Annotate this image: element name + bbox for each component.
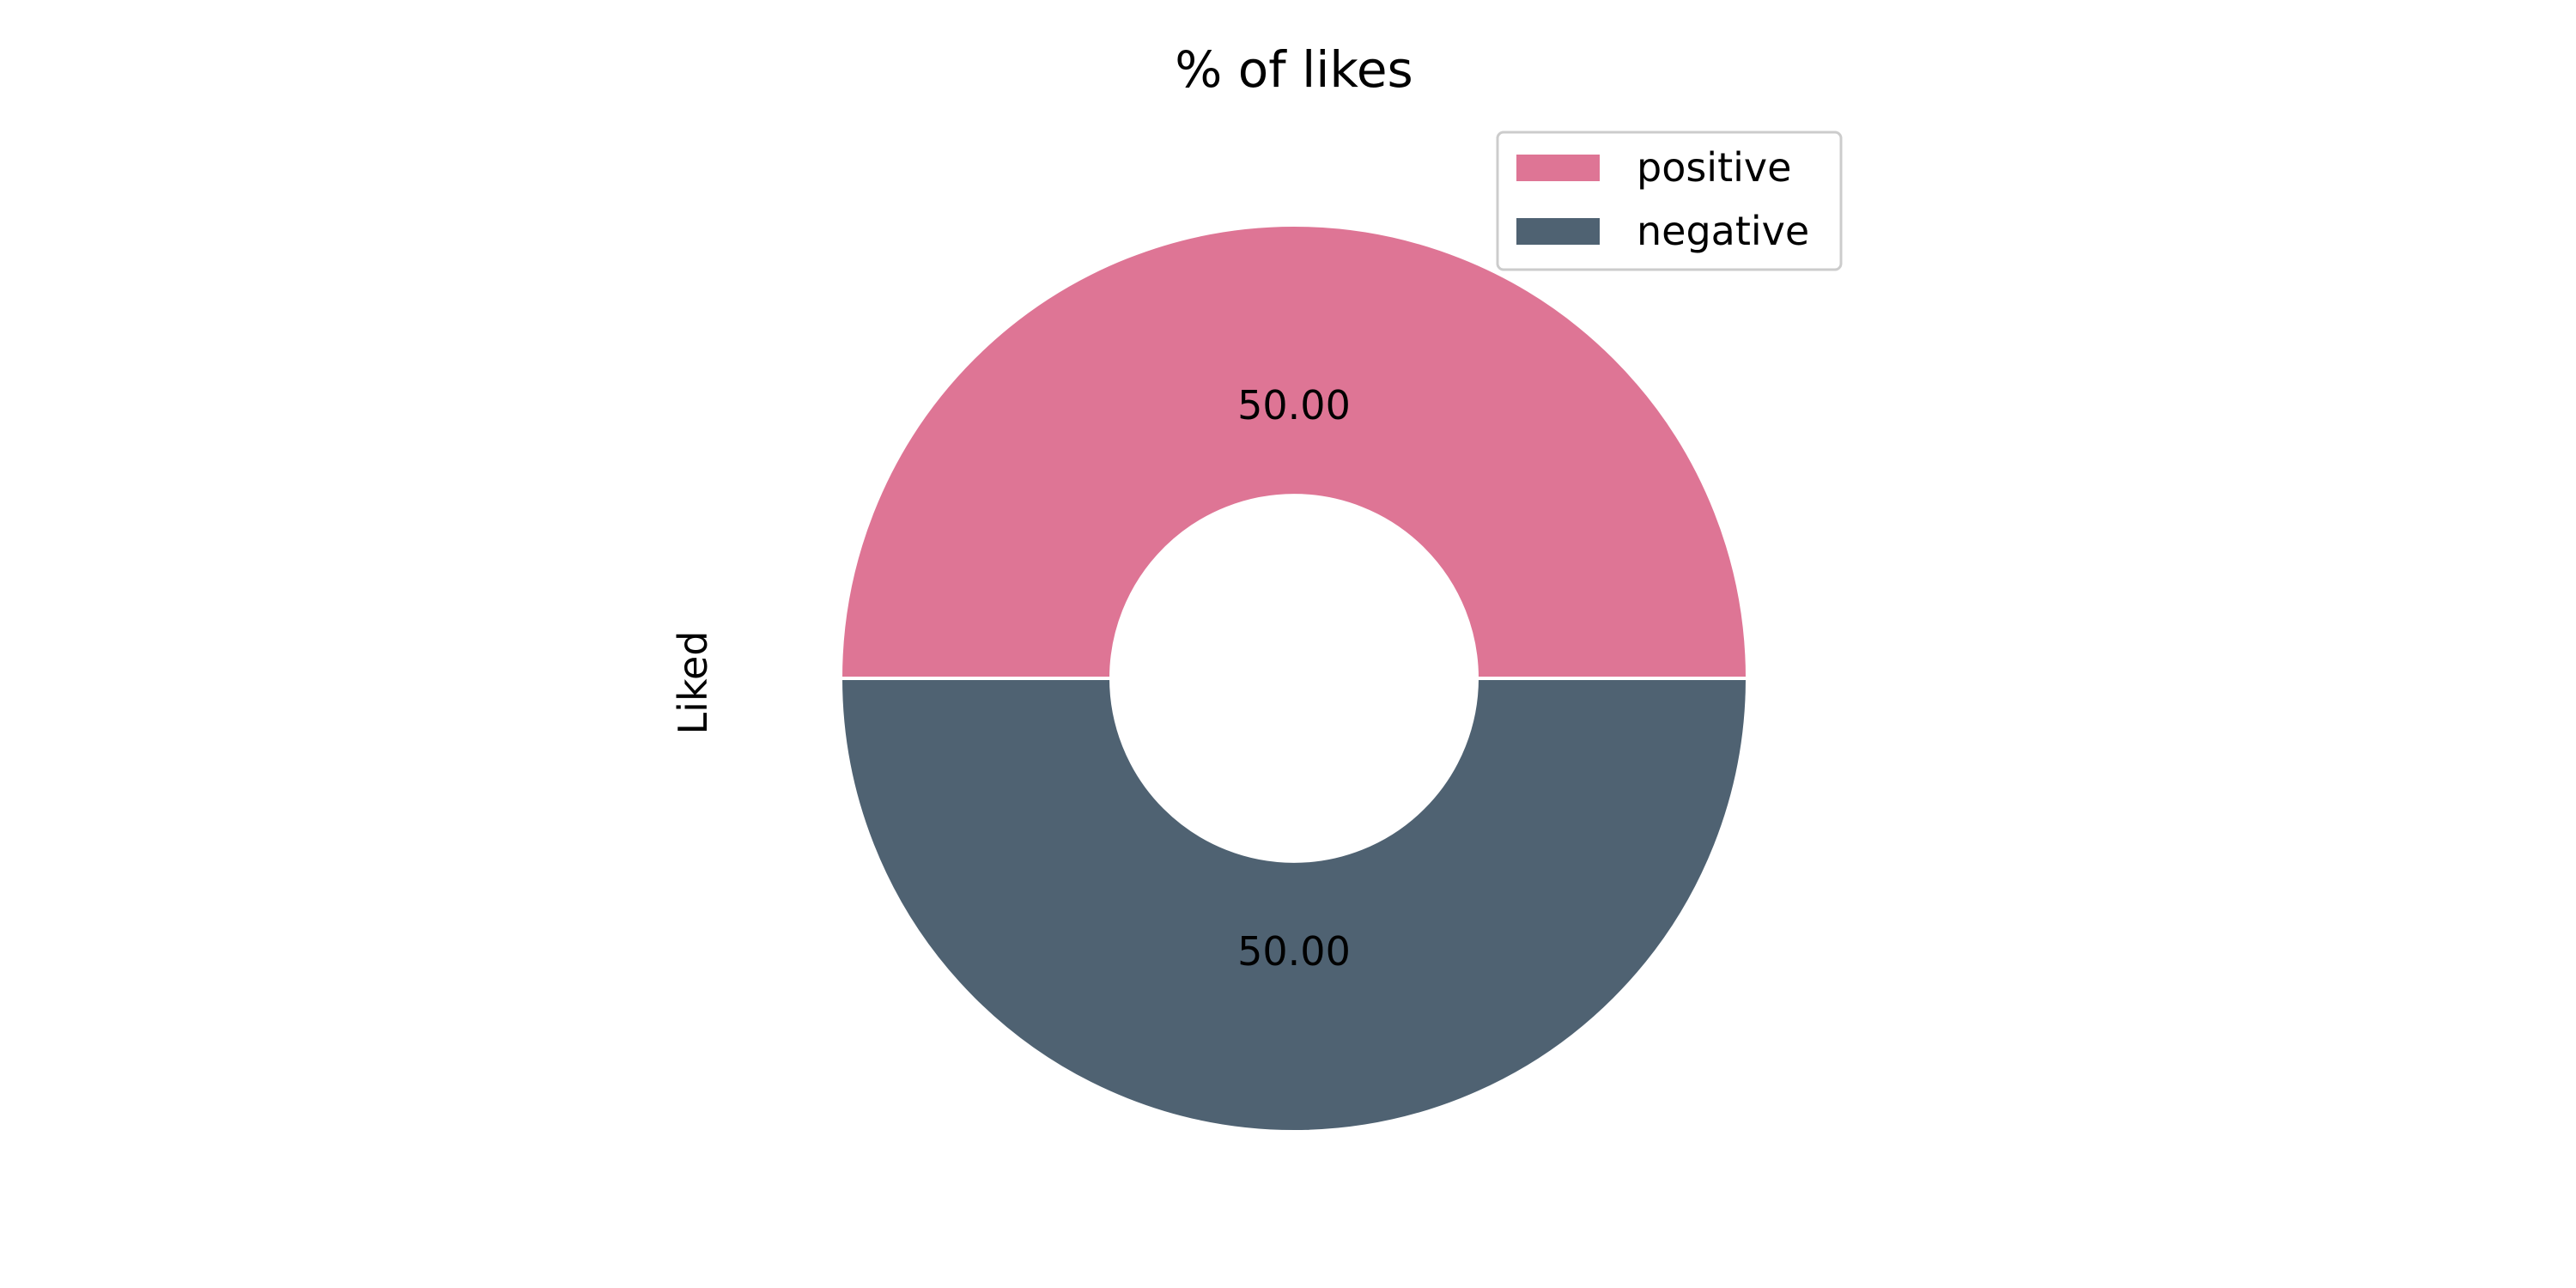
legend-swatch-positive <box>1516 155 1600 181</box>
legend-swatch-negative <box>1516 218 1600 245</box>
legend-label-positive: positive <box>1637 144 1791 191</box>
donut-data-labels: 50.00 50.00 <box>1237 382 1351 975</box>
legend-label-negative: negative <box>1637 208 1809 254</box>
y-axis-label: Liked <box>670 631 716 735</box>
legend-entries: positive negative <box>1516 144 1809 254</box>
donut-slice-negative <box>838 677 1750 1133</box>
data-label-positive: 50.00 <box>1237 382 1351 428</box>
donut-slice-positive <box>838 223 1750 680</box>
donut-slices <box>838 223 1750 1133</box>
chart-title: % of likes <box>1175 40 1413 99</box>
data-label-negative: 50.00 <box>1237 928 1351 975</box>
legend: positive negative <box>1496 131 1843 271</box>
